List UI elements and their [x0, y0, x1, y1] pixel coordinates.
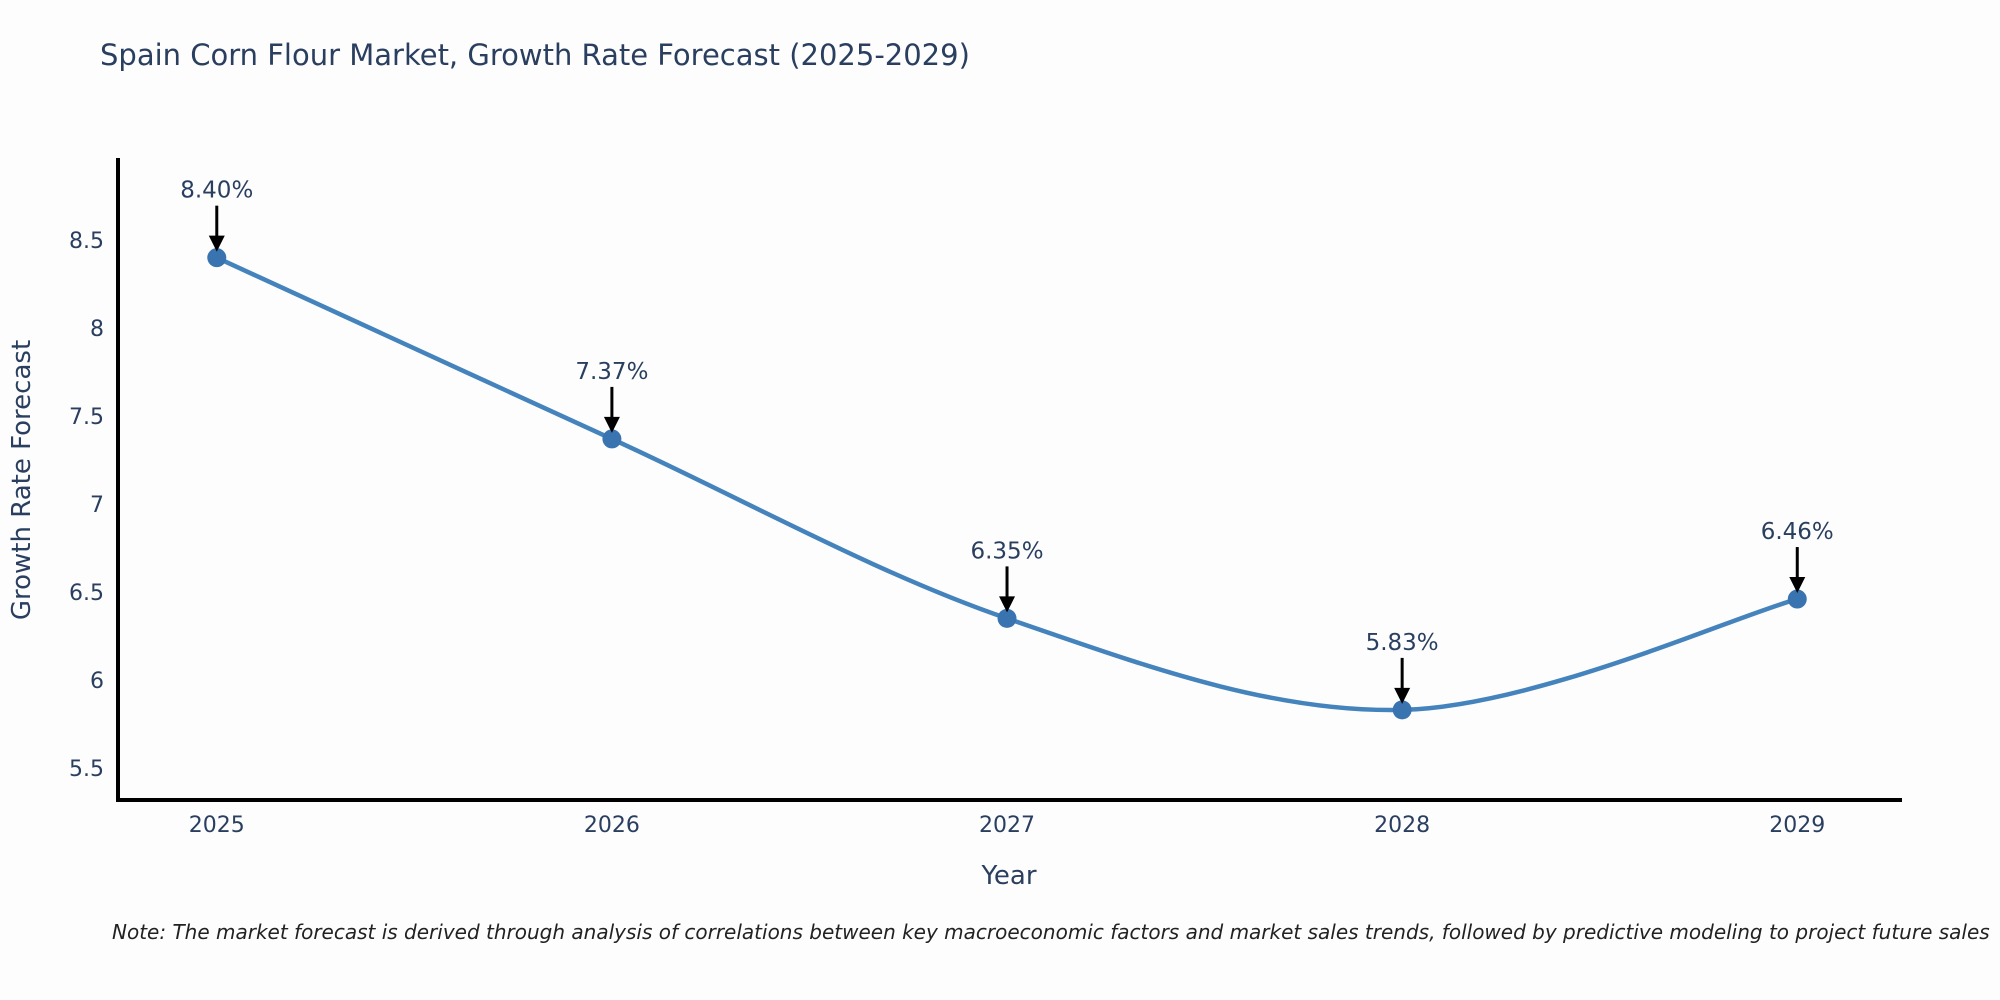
- data-point-marker: [1392, 700, 1412, 720]
- annotation-arrow-head: [603, 416, 620, 433]
- data-point-label: 7.37%: [575, 359, 648, 385]
- y-tick-label: 8.5: [69, 229, 104, 254]
- x-axis-title: Year: [980, 861, 1036, 891]
- x-tick-label: 2027: [979, 813, 1035, 838]
- x-tick-label: 2028: [1374, 813, 1430, 838]
- data-point-label: 6.46%: [1761, 519, 1834, 545]
- x-tick-label: 2029: [1769, 813, 1825, 838]
- x-tick-label: 2026: [584, 813, 640, 838]
- x-tick-label: 2025: [189, 813, 245, 838]
- data-point-label: 6.35%: [970, 538, 1043, 564]
- y-tick-label: 7.5: [69, 405, 104, 430]
- y-tick-label: 8: [90, 317, 104, 342]
- axis-lines: [116, 158, 1902, 802]
- annotation-arrow-head: [1789, 577, 1806, 594]
- annotation-arrow-head: [208, 235, 225, 252]
- data-point-marker: [997, 608, 1017, 628]
- y-tick-label: 5.5: [69, 757, 104, 782]
- data-point-marker: [207, 248, 227, 268]
- annotation-arrow-head: [1394, 687, 1411, 704]
- y-tick-label: 7: [90, 493, 104, 518]
- y-tick-label: 6.5: [69, 581, 104, 606]
- data-point-label: 5.83%: [1366, 630, 1439, 656]
- data-point-marker: [602, 429, 622, 449]
- data-point-marker: [1787, 589, 1807, 609]
- chart-title: Spain Corn Flour Market, Growth Rate For…: [100, 38, 970, 72]
- trend-line: [215, 255, 1798, 713]
- data-point-label: 8.40%: [180, 178, 253, 204]
- y-axis-title: Growth Rate Forecast: [7, 340, 37, 620]
- footnote: Note: The market forecast is derived thr…: [112, 920, 1990, 944]
- annotation-arrow-head: [999, 596, 1016, 613]
- y-tick-label: 6: [90, 669, 104, 694]
